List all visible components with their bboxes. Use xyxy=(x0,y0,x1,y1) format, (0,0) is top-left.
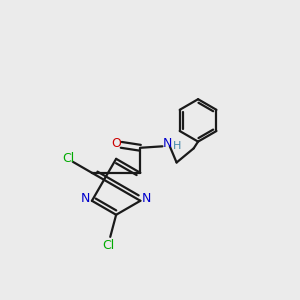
Text: H: H xyxy=(173,141,182,151)
Text: N: N xyxy=(163,137,172,151)
Text: Cl: Cl xyxy=(103,238,115,252)
Text: N: N xyxy=(142,192,152,205)
Text: O: O xyxy=(111,137,121,151)
Text: N: N xyxy=(81,192,90,205)
Text: Cl: Cl xyxy=(62,152,74,165)
